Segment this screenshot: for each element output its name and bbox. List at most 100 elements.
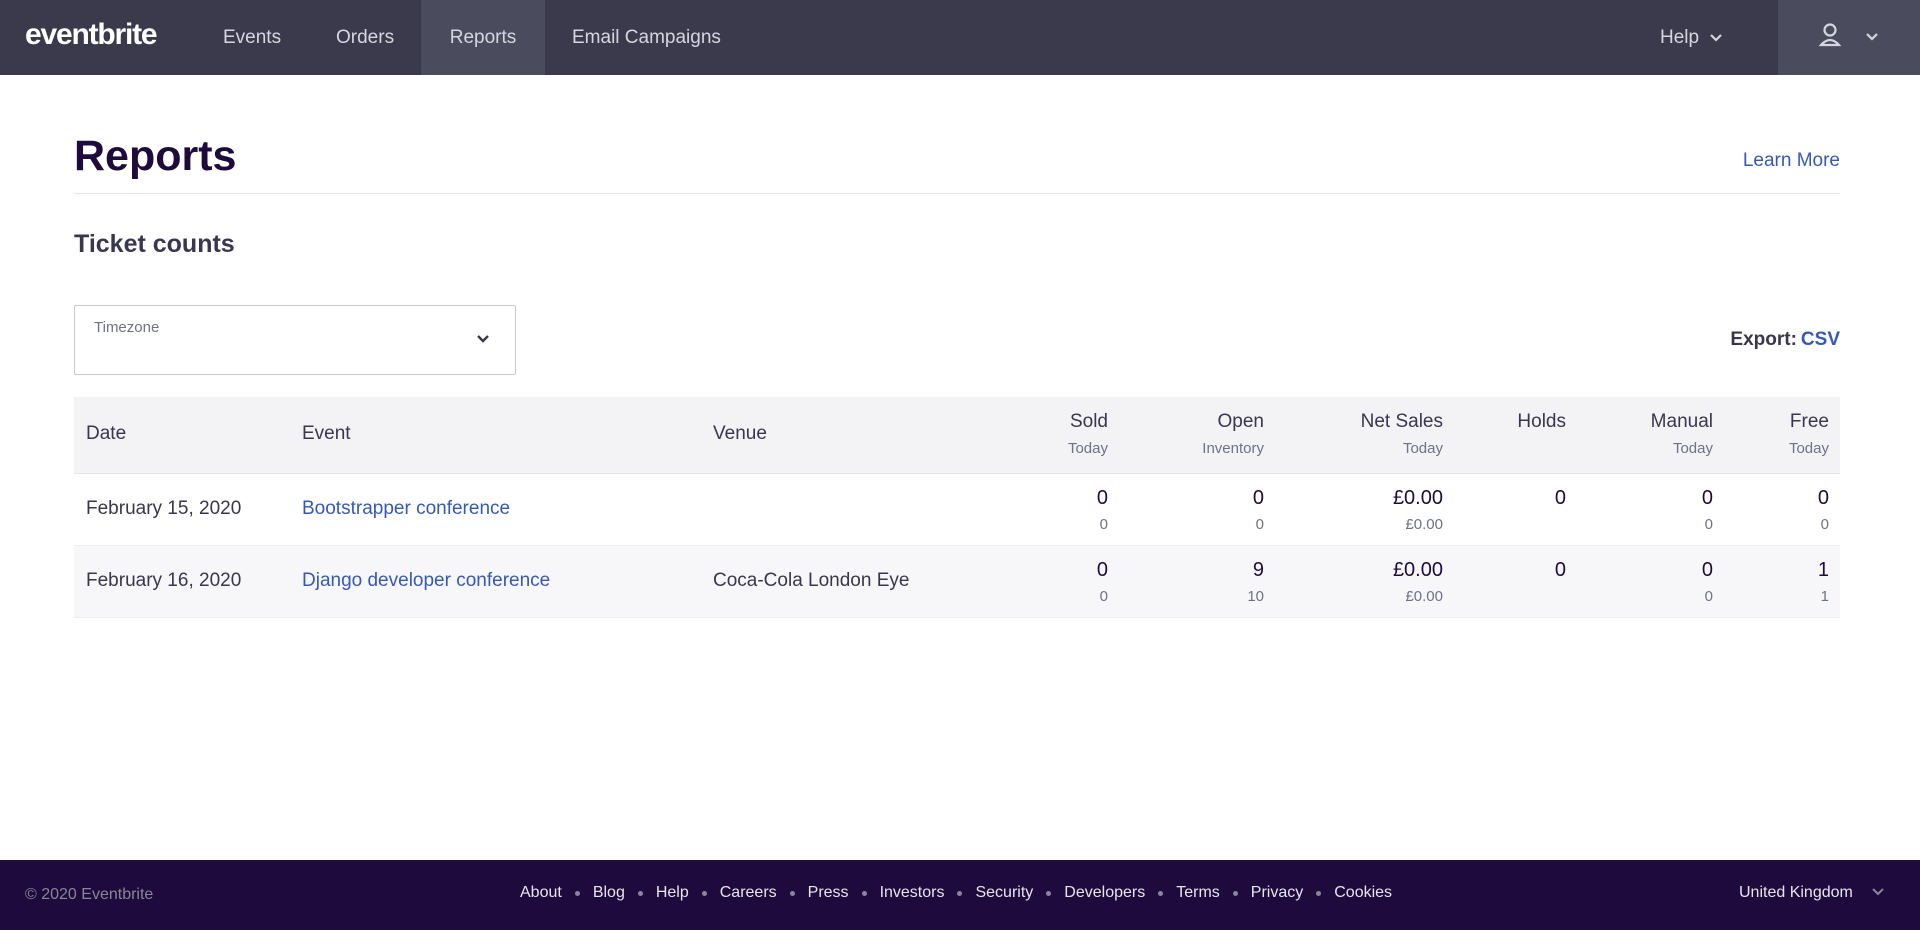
timezone-select[interactable]: Timezone bbox=[74, 305, 516, 375]
footer-link-help[interactable]: Help bbox=[655, 884, 689, 901]
row-free-sub: 1 bbox=[1820, 588, 1829, 605]
separator-dot bbox=[1158, 890, 1164, 896]
help-label: Help bbox=[1660, 26, 1700, 48]
header-free-sub: Today bbox=[1788, 440, 1829, 457]
row-event-link[interactable]: Django developer conference bbox=[302, 570, 551, 591]
separator-dot bbox=[789, 890, 795, 896]
header-holds-main: Holds bbox=[1517, 411, 1566, 432]
header-net-sales-sub: Today bbox=[1402, 440, 1443, 457]
footer-link-security[interactable]: Security bbox=[975, 884, 1034, 901]
header-open-sub: Inventory bbox=[1202, 440, 1264, 457]
top-nav: eventbrite Events Orders Reports Email C… bbox=[0, 0, 1920, 75]
separator-dot bbox=[701, 890, 707, 896]
section-title: Ticket counts bbox=[74, 230, 235, 258]
row-net-sales: £0.00 £0.00 bbox=[1393, 559, 1443, 605]
header-sold-main: Sold bbox=[1069, 411, 1108, 432]
footer-link-terms[interactable]: Terms bbox=[1176, 884, 1220, 901]
row-manual-sub: 0 bbox=[1704, 516, 1713, 533]
footer-link-careers[interactable]: Careers bbox=[719, 884, 777, 901]
header-manual[interactable]: Manual Today bbox=[1651, 411, 1713, 457]
separator-dot bbox=[957, 890, 963, 896]
nav-orders[interactable]: Orders bbox=[336, 26, 395, 48]
row-manual-sub: 0 bbox=[1704, 588, 1713, 605]
help-menu[interactable]: Help bbox=[1660, 0, 1723, 75]
page-title: Reports bbox=[74, 132, 237, 180]
row-venue: Coca-Cola London Eye bbox=[713, 570, 910, 591]
header-sold[interactable]: Sold Today bbox=[1068, 411, 1108, 457]
country-select[interactable]: United Kingdom bbox=[1739, 884, 1885, 902]
row-date: February 15, 2020 bbox=[86, 498, 242, 519]
row-sold-main: 0 bbox=[1096, 559, 1108, 581]
nav-events[interactable]: Events bbox=[223, 26, 282, 48]
header-free-main: Free bbox=[1789, 411, 1829, 432]
export-label: Export: bbox=[1730, 329, 1797, 350]
row-net-sales-sub: £0.00 bbox=[1405, 516, 1443, 533]
row-sold-sub: 0 bbox=[1099, 516, 1108, 533]
row-holds-main: 0 bbox=[1554, 487, 1566, 509]
footer-link-about[interactable]: About bbox=[520, 884, 562, 901]
header-venue[interactable]: Venue bbox=[713, 423, 767, 444]
footer-links: About Blog Help Careers Press Investors … bbox=[520, 884, 1392, 902]
row-net-sales-main: £0.00 bbox=[1392, 487, 1443, 509]
footer-link-investors[interactable]: Investors bbox=[879, 884, 945, 901]
row-holds: 0 bbox=[1555, 487, 1566, 510]
separator-dot bbox=[1232, 890, 1238, 896]
row-date: February 16, 2020 bbox=[86, 570, 242, 591]
footer-link-press[interactable]: Press bbox=[807, 884, 849, 901]
row-open-main: 0 bbox=[1252, 487, 1264, 509]
row-open-sub: 0 bbox=[1255, 516, 1264, 533]
user-menu[interactable] bbox=[1778, 0, 1920, 75]
row-holds-main: 0 bbox=[1554, 559, 1566, 581]
header-open[interactable]: Open Inventory bbox=[1202, 411, 1264, 457]
header-date[interactable]: Date bbox=[86, 423, 127, 444]
row-open: 0 0 bbox=[1253, 487, 1264, 533]
separator-dot bbox=[861, 890, 867, 896]
copyright-text: © 2020 Eventbrite bbox=[25, 886, 154, 903]
footer-link-cookies[interactable]: Cookies bbox=[1334, 884, 1393, 901]
separator-dot bbox=[637, 890, 643, 896]
row-manual: 0 0 bbox=[1702, 559, 1713, 605]
chevron-down-icon bbox=[1865, 29, 1879, 47]
user-icon bbox=[1818, 23, 1842, 52]
row-event-link[interactable]: Bootstrapper conference bbox=[302, 498, 511, 519]
title-divider bbox=[74, 193, 1840, 194]
row-net-sales: £0.00 £0.00 bbox=[1393, 487, 1443, 533]
footer-link-developers[interactable]: Developers bbox=[1064, 884, 1146, 901]
header-event[interactable]: Event bbox=[302, 423, 351, 444]
country-label: United Kingdom bbox=[1739, 884, 1853, 901]
row-sold-main: 0 bbox=[1096, 487, 1108, 509]
header-holds[interactable]: Holds bbox=[1517, 411, 1566, 433]
separator-dot bbox=[1316, 890, 1322, 896]
footer-link-blog[interactable]: Blog bbox=[592, 884, 625, 901]
row-free: 0 0 bbox=[1818, 487, 1829, 533]
ticket-counts-table: Date Event Venue Sold Today Open Invento… bbox=[74, 397, 1840, 618]
eventbrite-logo[interactable]: eventbrite bbox=[25, 18, 158, 51]
nav-reports[interactable]: Reports bbox=[421, 0, 545, 75]
header-open-main: Open bbox=[1217, 411, 1264, 432]
chevron-down-icon bbox=[1871, 884, 1885, 902]
row-free-sub: 0 bbox=[1820, 516, 1829, 533]
learn-more-link[interactable]: Learn More bbox=[1742, 150, 1840, 171]
header-free[interactable]: Free Today bbox=[1789, 411, 1829, 457]
header-net-sales-main: Net Sales bbox=[1360, 411, 1443, 432]
export-csv-link[interactable]: CSV bbox=[1800, 329, 1840, 350]
row-open-sub: 10 bbox=[1247, 588, 1264, 605]
timezone-label: Timezone bbox=[94, 319, 160, 336]
header-net-sales[interactable]: Net Sales Today bbox=[1361, 411, 1443, 457]
row-manual-main: 0 bbox=[1701, 487, 1713, 509]
row-net-sales-main: £0.00 bbox=[1392, 559, 1443, 581]
row-sold: 0 0 bbox=[1097, 487, 1108, 533]
chevron-down-icon bbox=[475, 332, 491, 350]
row-net-sales-sub: £0.00 bbox=[1405, 588, 1443, 605]
row-free-main: 0 bbox=[1817, 487, 1829, 509]
header-manual-sub: Today bbox=[1672, 440, 1713, 457]
footer-link-privacy[interactable]: Privacy bbox=[1250, 884, 1304, 901]
row-open: 9 10 bbox=[1247, 559, 1264, 605]
row-sold: 0 0 bbox=[1097, 559, 1108, 605]
table-row: February 16, 2020 Django developer confe… bbox=[74, 546, 1840, 618]
row-free-main: 1 bbox=[1817, 559, 1829, 581]
row-sold-sub: 0 bbox=[1099, 588, 1108, 605]
row-open-main: 9 bbox=[1252, 559, 1264, 581]
chevron-down-icon bbox=[1709, 27, 1723, 49]
nav-email-campaigns[interactable]: Email Campaigns bbox=[572, 26, 721, 48]
